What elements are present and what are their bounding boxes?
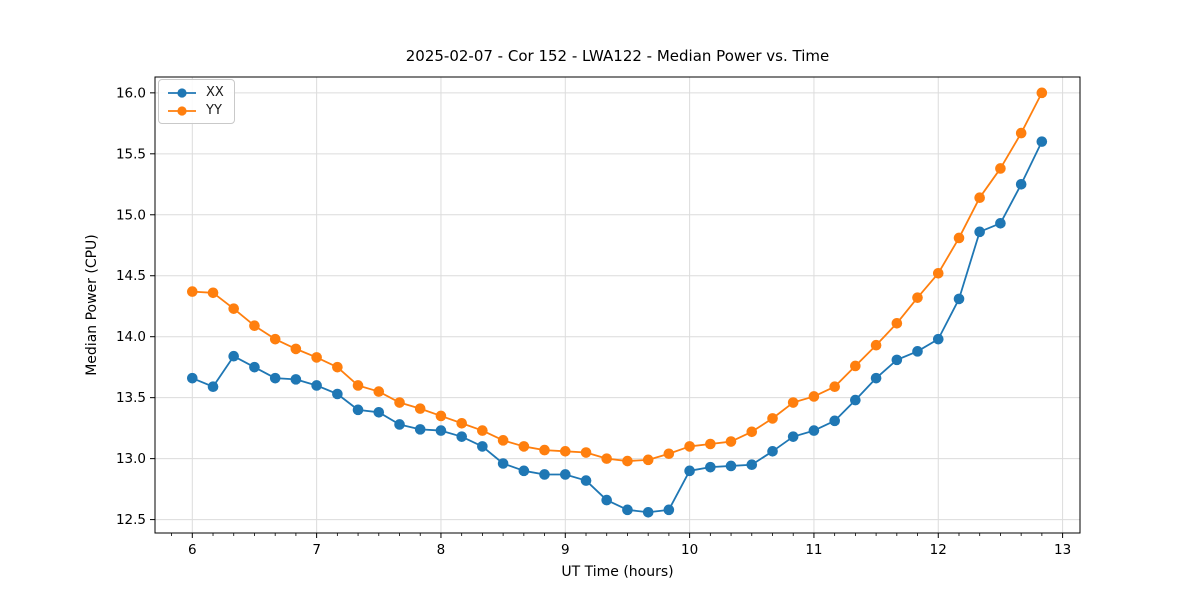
chart-title: 2025-02-07 - Cor 152 - LWA122 - Median P… bbox=[405, 47, 830, 65]
legend-line-marker-icon bbox=[168, 105, 196, 116]
x-ticks: 6 7 8 9 10 11 12 13 bbox=[188, 533, 1071, 558]
plot-border bbox=[154, 76, 1081, 534]
y-tick-label: 13.0 bbox=[116, 451, 146, 467]
legend-entry-yy: YY bbox=[167, 103, 224, 118]
legend-label: YY bbox=[206, 103, 222, 118]
series-YY-markers bbox=[186, 87, 1048, 467]
series-XX-line bbox=[191, 141, 1043, 514]
series-XX-markers bbox=[186, 136, 1048, 518]
y-tick-label: 14.0 bbox=[116, 329, 146, 345]
x-tick-label: 7 bbox=[312, 542, 321, 558]
x-tick-label: 6 bbox=[188, 542, 197, 558]
legend-entry-xx: XX bbox=[167, 85, 224, 100]
y-ticks: 12.5 13.0 13.5 14.0 14.5 15.0 15.5 16.0 bbox=[116, 85, 155, 528]
legend-line-marker-icon bbox=[168, 87, 196, 98]
x-tick-label: 10 bbox=[681, 542, 698, 558]
y-tick-label: 15.0 bbox=[116, 207, 146, 223]
x-tick-label: 9 bbox=[561, 542, 570, 558]
x-tick-label: 13 bbox=[1054, 542, 1071, 558]
y-tick-label: 12.5 bbox=[116, 512, 146, 528]
x-axis-label: UT Time (hours) bbox=[561, 564, 674, 580]
y-tick-label: 13.5 bbox=[116, 390, 146, 406]
x-tick-label: 11 bbox=[805, 542, 822, 558]
gridlines bbox=[155, 77, 1080, 533]
legend-label: XX bbox=[206, 85, 224, 100]
x-tick-label: 12 bbox=[930, 542, 947, 558]
y-tick-label: 15.5 bbox=[116, 146, 146, 162]
x-minor-ticks bbox=[171, 533, 1043, 536]
x-tick-label: 8 bbox=[437, 542, 446, 558]
series-YY-line bbox=[192, 92, 1043, 462]
legend: XX YY bbox=[158, 79, 235, 124]
y-tick-label: 16.0 bbox=[116, 85, 146, 101]
y-tick-label: 14.5 bbox=[116, 268, 146, 284]
